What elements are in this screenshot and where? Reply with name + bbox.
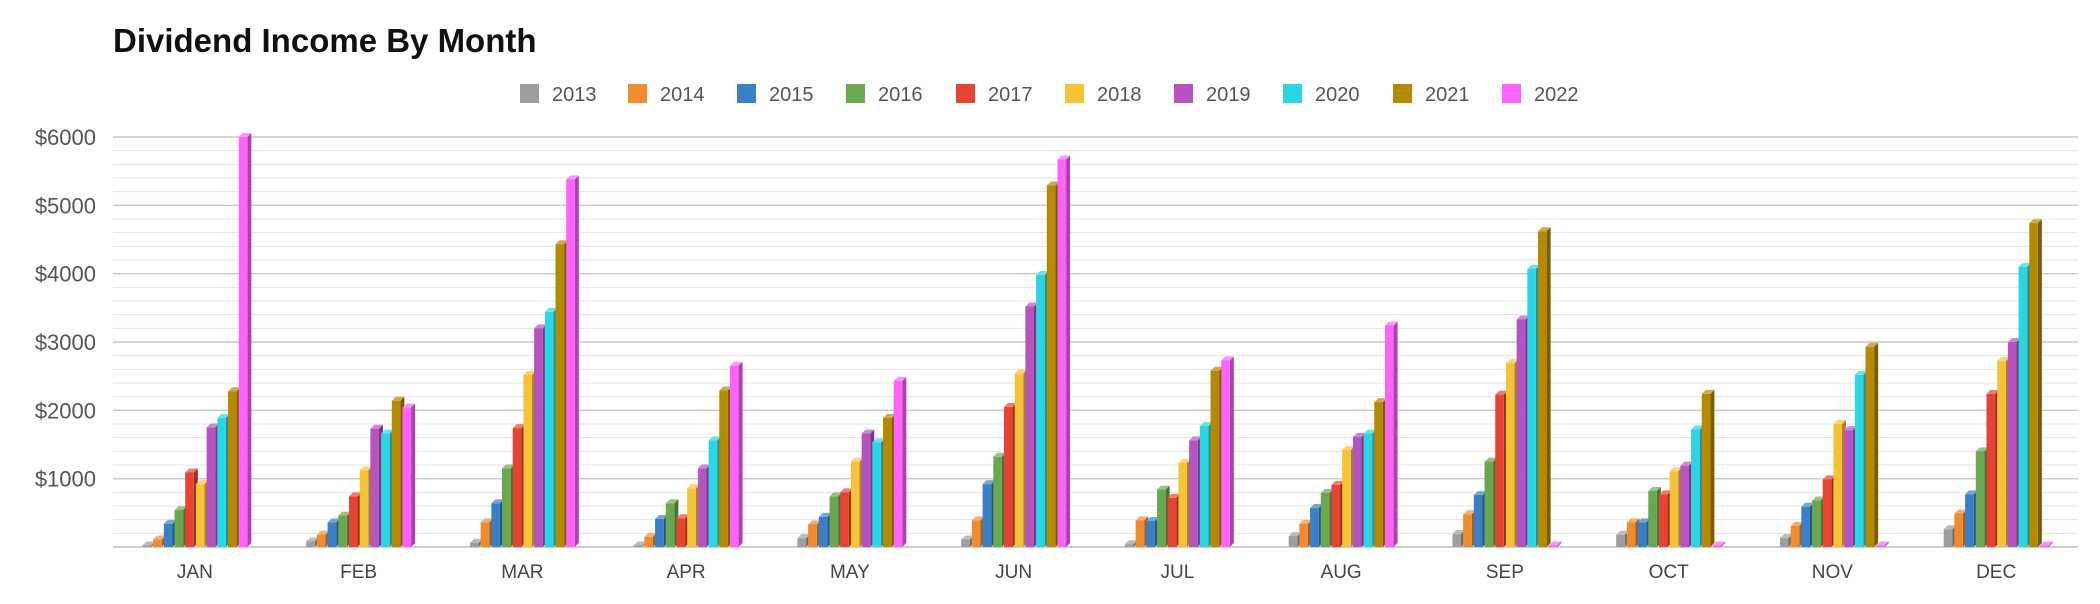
legend-item: 2016 xyxy=(846,84,923,106)
chart-bars xyxy=(142,133,2053,548)
x-category-label: FEB xyxy=(340,562,377,583)
legend-item: 2014 xyxy=(628,84,705,106)
legend-swatch xyxy=(1283,84,1302,103)
legend-swatch xyxy=(956,84,975,103)
bar xyxy=(566,175,579,547)
bar xyxy=(1701,389,1715,547)
bar xyxy=(729,361,743,547)
legend-item: 2022 xyxy=(1502,84,1579,106)
x-category-label: SEP xyxy=(1486,562,1524,583)
bar xyxy=(2039,541,2053,547)
chart-legend: 2013 2014 2015 2016 2017 2018 2019 2020 2021 2022 xyxy=(520,84,1579,106)
legend-item: 2021 xyxy=(1393,84,1470,106)
legend-label: 2019 xyxy=(1206,84,1251,106)
bar xyxy=(2029,219,2042,547)
legend-swatch xyxy=(1502,84,1521,103)
bar xyxy=(1384,321,1398,547)
legend-label: 2018 xyxy=(1097,84,1142,106)
legend-item: 2013 xyxy=(520,84,597,106)
legend-swatch xyxy=(846,84,865,103)
y-tick-label: $2000 xyxy=(35,398,96,423)
legend-swatch xyxy=(520,84,539,103)
legend-item: 2020 xyxy=(1283,84,1360,106)
legend-swatch xyxy=(1174,84,1193,103)
bar xyxy=(1221,356,1234,547)
x-category-label: JAN xyxy=(177,562,213,583)
chart-grid xyxy=(113,136,2078,548)
x-category-label: NOV xyxy=(1812,562,1854,583)
bar xyxy=(1548,541,1562,547)
legend-swatch xyxy=(737,84,756,103)
legend-item: 2017 xyxy=(956,84,1033,106)
legend-label: 2014 xyxy=(660,84,705,106)
legend-swatch xyxy=(628,84,647,103)
legend-item: 2018 xyxy=(1065,84,1142,106)
bar xyxy=(1057,155,1071,548)
x-category-label: JUL xyxy=(1160,562,1194,583)
x-category-label: MAR xyxy=(501,562,543,583)
x-category-label: DEC xyxy=(1976,562,2016,583)
x-axis: JAN FEB MAR APR MAY JUN JUL AUG SEP OCT NOV DEC xyxy=(177,562,2016,583)
bar xyxy=(1876,541,1889,547)
legend-item: 2015 xyxy=(737,84,814,106)
legend-label: 2021 xyxy=(1425,84,1470,106)
chart-title: Dividend Income By Month xyxy=(113,22,537,59)
legend-item: 2019 xyxy=(1174,84,1251,106)
bar xyxy=(1712,541,1726,547)
legend-label: 2015 xyxy=(769,84,814,106)
y-tick-label: $5000 xyxy=(35,193,96,218)
legend-label: 2020 xyxy=(1315,84,1360,106)
bar xyxy=(1538,227,1551,548)
legend-label: 2022 xyxy=(1534,84,1579,106)
bar xyxy=(402,403,416,547)
y-tick-label: $1000 xyxy=(35,467,96,492)
x-category-label: OCT xyxy=(1649,562,1690,583)
y-tick-label: $3000 xyxy=(35,330,96,355)
y-tick-label: $4000 xyxy=(35,262,96,287)
bar xyxy=(893,376,907,547)
y-axis: $1000 $2000 $3000 $4000 $5000 $6000 xyxy=(35,125,96,492)
x-category-label: JUN xyxy=(995,562,1032,583)
legend-label: 2017 xyxy=(988,84,1033,106)
legend-label: 2016 xyxy=(878,84,923,106)
legend-swatch xyxy=(1393,84,1412,103)
bar xyxy=(1865,342,1879,547)
legend-swatch xyxy=(1065,84,1084,103)
y-tick-label: $6000 xyxy=(35,125,96,150)
x-category-label: APR xyxy=(667,562,706,583)
x-category-label: MAY xyxy=(830,562,870,583)
legend-label: 2013 xyxy=(552,84,597,106)
bar xyxy=(238,133,252,547)
x-category-label: AUG xyxy=(1321,562,1362,583)
